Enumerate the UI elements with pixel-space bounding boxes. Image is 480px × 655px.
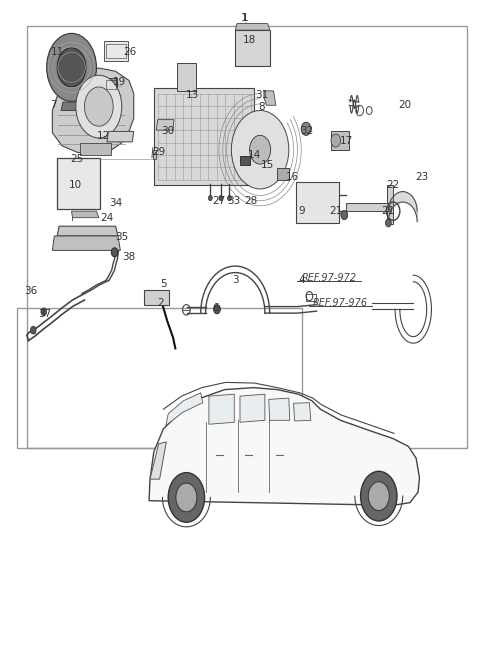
Polygon shape bbox=[264, 91, 276, 105]
Text: 20: 20 bbox=[398, 100, 412, 110]
Text: 7: 7 bbox=[50, 100, 57, 110]
Polygon shape bbox=[57, 226, 118, 236]
Text: 38: 38 bbox=[122, 252, 135, 262]
Circle shape bbox=[341, 210, 348, 219]
Text: 21: 21 bbox=[329, 206, 342, 216]
Text: 33: 33 bbox=[228, 196, 241, 206]
Text: 27: 27 bbox=[212, 196, 225, 206]
Circle shape bbox=[219, 195, 223, 200]
Circle shape bbox=[84, 87, 113, 126]
Bar bbox=[297, 182, 338, 223]
Circle shape bbox=[331, 134, 340, 147]
Circle shape bbox=[30, 326, 36, 334]
Text: 25: 25 bbox=[71, 154, 84, 164]
Text: 11: 11 bbox=[50, 47, 64, 57]
Text: 36: 36 bbox=[24, 286, 37, 296]
Text: 32: 32 bbox=[300, 126, 313, 136]
Text: 30: 30 bbox=[161, 126, 174, 136]
Text: 28: 28 bbox=[244, 196, 257, 206]
Polygon shape bbox=[52, 236, 120, 250]
Text: 5: 5 bbox=[160, 280, 167, 290]
Text: 17: 17 bbox=[340, 136, 353, 146]
Polygon shape bbox=[156, 120, 174, 130]
Bar bbox=[240, 156, 250, 166]
Polygon shape bbox=[72, 211, 99, 217]
Circle shape bbox=[168, 473, 204, 522]
Text: 12: 12 bbox=[97, 131, 110, 141]
Text: 14: 14 bbox=[248, 150, 261, 160]
Text: 23: 23 bbox=[415, 172, 429, 182]
Text: 22: 22 bbox=[386, 180, 400, 190]
Bar bbox=[106, 44, 126, 58]
Text: 31: 31 bbox=[255, 90, 268, 100]
Circle shape bbox=[47, 33, 96, 102]
Bar bbox=[104, 41, 129, 62]
Text: 35: 35 bbox=[115, 233, 128, 242]
Text: 15: 15 bbox=[261, 160, 275, 170]
Text: 34: 34 bbox=[109, 198, 122, 208]
Circle shape bbox=[111, 248, 118, 257]
Circle shape bbox=[360, 472, 397, 521]
Bar bbox=[57, 158, 100, 208]
Bar bbox=[306, 293, 316, 301]
Circle shape bbox=[301, 122, 311, 136]
Text: 10: 10 bbox=[68, 180, 82, 190]
Bar bbox=[154, 88, 254, 185]
Polygon shape bbox=[107, 132, 134, 142]
Bar bbox=[235, 30, 270, 66]
Text: REF.97-976: REF.97-976 bbox=[313, 297, 368, 308]
Polygon shape bbox=[166, 393, 203, 426]
Text: 37: 37 bbox=[38, 309, 51, 320]
Bar bbox=[346, 203, 389, 211]
Bar bbox=[331, 132, 349, 150]
Bar bbox=[387, 185, 393, 224]
Circle shape bbox=[228, 195, 231, 200]
Text: 16: 16 bbox=[286, 172, 299, 182]
Bar bbox=[105, 79, 117, 90]
Circle shape bbox=[41, 308, 47, 316]
Circle shape bbox=[208, 195, 212, 200]
Polygon shape bbox=[150, 442, 166, 479]
Text: REF.97-972: REF.97-972 bbox=[301, 273, 357, 283]
Text: 1: 1 bbox=[241, 12, 248, 23]
Polygon shape bbox=[52, 68, 134, 155]
Text: 1: 1 bbox=[241, 12, 248, 23]
Text: 4: 4 bbox=[298, 276, 305, 286]
Circle shape bbox=[250, 136, 271, 164]
Bar bbox=[17, 308, 302, 449]
Text: 18: 18 bbox=[243, 35, 256, 45]
Text: 26: 26 bbox=[123, 47, 136, 57]
Polygon shape bbox=[153, 150, 156, 159]
Circle shape bbox=[76, 75, 122, 138]
Text: 19: 19 bbox=[113, 77, 126, 86]
Polygon shape bbox=[209, 394, 234, 424]
Bar bbox=[277, 168, 289, 179]
Text: 24: 24 bbox=[100, 213, 114, 223]
Text: 29: 29 bbox=[152, 147, 165, 157]
Bar bbox=[177, 64, 196, 91]
Text: 13: 13 bbox=[185, 90, 199, 100]
Circle shape bbox=[385, 219, 391, 227]
Polygon shape bbox=[240, 394, 265, 422]
Bar bbox=[27, 26, 468, 449]
Bar bbox=[144, 290, 169, 305]
Circle shape bbox=[368, 481, 389, 510]
Text: 6: 6 bbox=[212, 303, 218, 313]
Polygon shape bbox=[235, 24, 270, 30]
Polygon shape bbox=[149, 388, 420, 505]
Polygon shape bbox=[294, 403, 311, 421]
Bar bbox=[106, 80, 116, 89]
Text: 21: 21 bbox=[381, 206, 394, 216]
Circle shape bbox=[176, 483, 197, 512]
Polygon shape bbox=[269, 398, 290, 421]
Circle shape bbox=[231, 111, 289, 189]
Text: 8: 8 bbox=[258, 102, 265, 111]
Text: 9: 9 bbox=[298, 206, 305, 216]
Polygon shape bbox=[80, 143, 111, 155]
Polygon shape bbox=[61, 102, 82, 111]
Text: 2: 2 bbox=[158, 297, 164, 308]
Circle shape bbox=[57, 48, 86, 87]
Circle shape bbox=[214, 305, 220, 314]
Text: 3: 3 bbox=[232, 276, 239, 286]
